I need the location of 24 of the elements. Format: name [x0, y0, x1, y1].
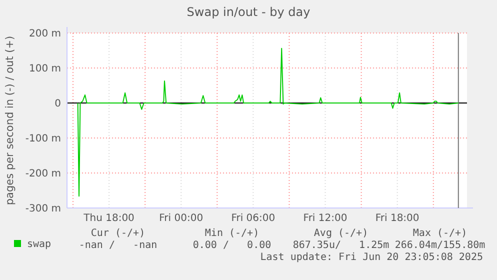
x-tick-label: Fri 00:00 [159, 213, 204, 224]
y-axis-title: pages per second in (-) / out (+) [4, 36, 16, 206]
y-tick-label: -100 m [25, 134, 61, 144]
text: Max (-/+) [412, 228, 468, 239]
text: Avg (-/+) [314, 228, 368, 239]
line-series [77, 48, 459, 197]
text: 0.00 / 0.00 [192, 240, 272, 251]
y-tick-label: 0 [54, 98, 61, 110]
y-tick-label: -200 m [25, 168, 61, 180]
text: Last update: Fri Jun 20 23:05:08 2025 [260, 252, 483, 263]
y-tick-label: 200 m [28, 28, 61, 40]
y-tick-label: -300 m [25, 204, 61, 214]
x-tick-label: Fri 12:00 [303, 213, 348, 224]
x-tick-label: Fri 06:00 [231, 213, 276, 224]
legend-label: swap [27, 239, 52, 250]
text: Cur (-/+) [90, 228, 146, 239]
chart-title: Swap in/out - by day [186, 5, 310, 19]
text: Min (-/+) [204, 228, 260, 239]
text: 266.04m/155.80m [394, 240, 486, 251]
text: -nan / -nan [78, 240, 158, 251]
x-tick-label: Fri 18:00 [375, 213, 420, 224]
text: 867.35u/ 1.25m [292, 240, 390, 251]
x-tick-label: Thu 18:00 [82, 213, 134, 224]
y-tick-label: 100 m [28, 64, 61, 74]
